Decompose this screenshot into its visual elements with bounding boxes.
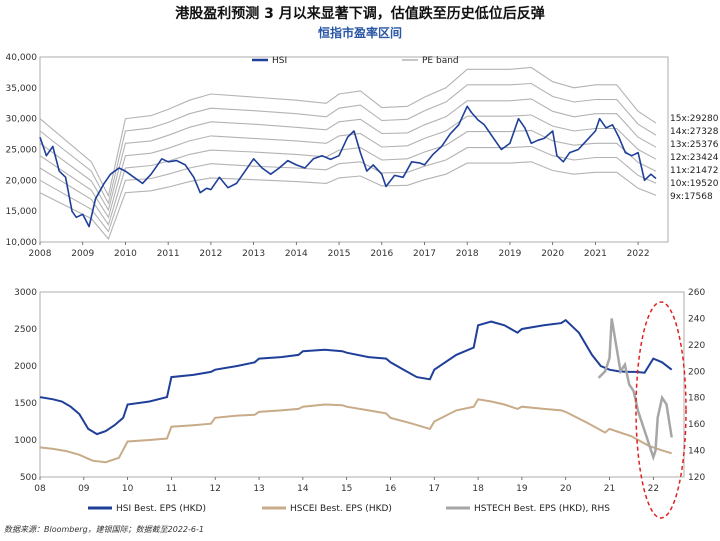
top-x-tick-label: 2018	[456, 249, 479, 259]
bottom-y2-tick-label: 160	[688, 420, 705, 430]
top-x-tick-label: 2010	[114, 249, 137, 259]
pe-band-line	[39, 129, 657, 226]
pe-band-label: 13x:25376	[670, 140, 719, 150]
top-y-tick-label: 15,000	[6, 207, 38, 217]
top-x-tick-label: 2021	[584, 249, 607, 259]
bottom-y2-tick-label: 220	[688, 341, 705, 351]
bottom-x-tick-label: 17	[429, 484, 440, 494]
top-x-tick-label: 2019	[498, 249, 521, 259]
top-x-tick-label: 2016	[370, 249, 393, 259]
eps-chart: 500 1000 1500 2000 2500 3000 120 140 160 180 200 22…	[14, 288, 705, 519]
top-x-tick-label: 2012	[199, 249, 222, 259]
top-y-tick-label: 20,000	[6, 176, 38, 186]
pe-band-line	[39, 98, 657, 212]
bottom-x-tick-label: 19	[516, 484, 528, 494]
bottom-y-tick-label: 2500	[14, 325, 37, 335]
bottom-y-tick-label: 500	[20, 473, 37, 483]
bottom-y2-tick-label: 240	[688, 314, 705, 324]
top-y-tick-label: 25,000	[6, 146, 38, 156]
hscei-eps-line	[39, 398, 672, 464]
bottom-y2-tick-label: 180	[688, 394, 705, 404]
bottom-x-tick-label: 11	[166, 484, 177, 494]
hsi-line	[39, 105, 657, 228]
top-x-tick-label: 2014	[285, 249, 308, 259]
bottom-x-tick-label: 10	[122, 484, 134, 494]
bottom-x-tick-label: 13	[253, 484, 264, 494]
legend-hscei-eps-label: HSCEI Best. EPS (HKD)	[290, 504, 392, 514]
pe-band-label: 11x:21472	[670, 166, 718, 176]
top-x-tick-label: 2011	[157, 249, 180, 259]
bottom-x-tick-label: 12	[210, 484, 221, 494]
bottom-x-tick-label: 09	[78, 484, 90, 494]
top-x-tick-label: 2008	[29, 249, 52, 259]
page-title: 港股盈利预测 3 月以来显著下调，估值跌至历史低位后反弹	[175, 6, 545, 22]
bottom-y-tick-label: 1500	[14, 399, 37, 409]
bottom-y-tick-label: 2000	[14, 362, 37, 372]
top-y-tick-label: 30,000	[6, 115, 38, 125]
top-x-tick-label: 2015	[328, 249, 351, 259]
bottom-x-tick-label: 18	[472, 484, 484, 494]
bottom-x-tick-label: 15	[341, 484, 352, 494]
pe-band-line	[39, 114, 657, 219]
bottom-x-tick-label: 14	[297, 484, 309, 494]
bottom-x-tick-label: 20	[560, 484, 572, 494]
top-x-tick-label: 2020	[541, 249, 564, 259]
hstech-eps-line	[597, 318, 673, 462]
pe-band-label: 15x:29280	[670, 114, 719, 124]
pe-band-label: 12x:23424	[670, 153, 719, 163]
bottom-y2-tick-label: 260	[688, 288, 705, 298]
bottom-y-tick-label: 1000	[14, 436, 37, 446]
bottom-x-tick-label: 08	[34, 484, 46, 494]
bottom-y-tick-label: 3000	[14, 288, 37, 298]
bottom-y2-tick-label: 200	[688, 367, 705, 377]
pe-band-label: 14x:27328	[670, 127, 719, 137]
top-y-tick-label: 10,000	[6, 238, 38, 248]
hsi-pe-band-chart: 10,000 15,000 20,000 25,000 30,000 35,000 40,0…	[6, 53, 719, 259]
bottom-plot-frame	[39, 291, 685, 478]
top-y-tick-label: 40,000	[6, 53, 38, 63]
pe-band-line	[39, 145, 657, 233]
bottom-x-tick-label: 16	[385, 484, 397, 494]
top-x-tick-label: 2022	[627, 249, 650, 259]
pe-band-line	[39, 161, 657, 240]
pe-band-label: 10x:19520	[670, 179, 719, 189]
legend-hsi-label: HSI	[272, 56, 287, 66]
chart-subtitle: 恒指市盈率区间	[317, 26, 402, 40]
highlight-ellipse	[635, 301, 687, 519]
top-plot-frame	[39, 56, 669, 243]
hsi-eps-line	[39, 318, 673, 436]
legend-hsi-eps-label: HSI Best. EPS (HKD)	[116, 504, 206, 514]
top-x-tick-label: 2017	[413, 249, 436, 259]
pe-band-line	[39, 82, 657, 205]
bottom-x-tick-label: 21	[604, 484, 615, 494]
data-source-note: 数据来源：Bloomberg，建银国际；数据截至2022-6-1	[4, 525, 204, 534]
legend-hstech-eps-label: HSTECH Best. EPS (HKD), RHS	[474, 504, 610, 514]
bottom-x-tick-label: 22	[648, 484, 659, 494]
top-x-tick-label: 2009	[71, 249, 94, 259]
pe-band-line	[39, 66, 657, 198]
pe-band-label: 9x:17568	[670, 192, 713, 202]
bottom-y2-tick-label: 120	[688, 473, 705, 483]
top-y-tick-label: 35,000	[6, 84, 38, 94]
top-x-tick-label: 2013	[242, 249, 265, 259]
bottom-y2-tick-label: 140	[688, 447, 705, 457]
legend-pe-band-label: PE band	[422, 56, 459, 66]
